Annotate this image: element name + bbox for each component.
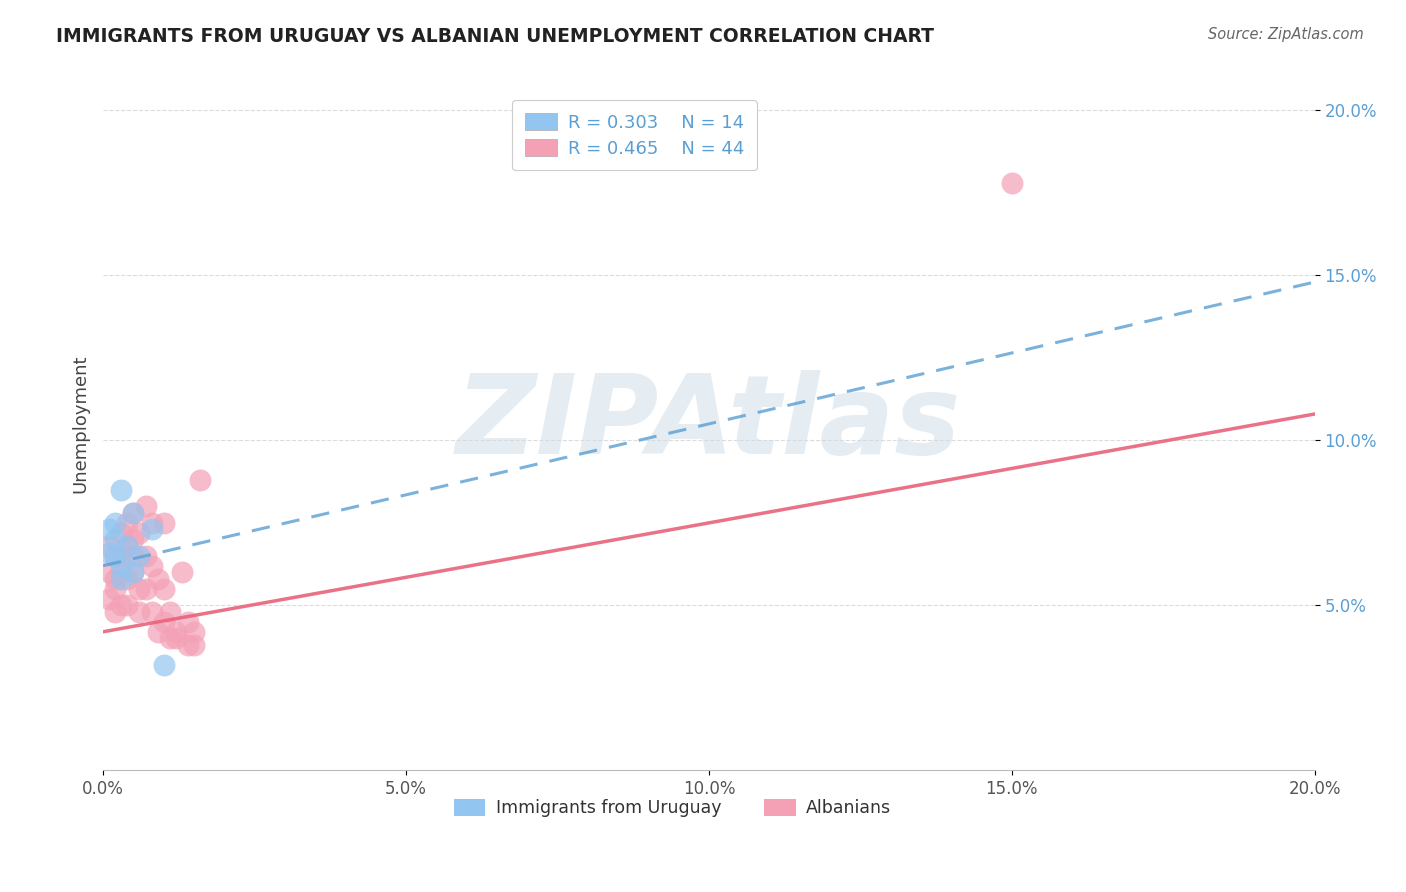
Point: [177, 638, 200, 652]
Point: [117, 572, 139, 586]
Point: [135, 582, 157, 596]
Point: [110, 483, 132, 497]
Point: [122, 566, 145, 580]
Point: [128, 549, 150, 563]
Point: [110, 599, 132, 613]
Point: [104, 582, 127, 596]
Point: [165, 624, 187, 639]
Point: [152, 516, 174, 530]
Point: [98, 545, 121, 559]
Legend: Immigrants from Uruguay, Albanians: Immigrants from Uruguay, Albanians: [447, 792, 898, 824]
Point: [117, 599, 139, 613]
Point: [122, 506, 145, 520]
Point: [117, 516, 139, 530]
Y-axis label: Unemployment: Unemployment: [72, 355, 89, 493]
Point: [1001, 176, 1024, 190]
Point: [146, 624, 169, 639]
Point: [104, 549, 127, 563]
Point: [104, 549, 127, 563]
Point: [141, 523, 163, 537]
Text: Source: ZipAtlas.com: Source: ZipAtlas.com: [1208, 27, 1364, 42]
Point: [183, 624, 205, 639]
Point: [98, 566, 121, 580]
Point: [98, 539, 121, 553]
Point: [117, 539, 139, 553]
Point: [104, 533, 127, 547]
Point: [128, 605, 150, 619]
Point: [104, 516, 127, 530]
Point: [152, 582, 174, 596]
Point: [104, 605, 127, 619]
Text: ZIPAtlas: ZIPAtlas: [456, 370, 962, 477]
Point: [183, 638, 205, 652]
Point: [110, 566, 132, 580]
Point: [188, 473, 211, 487]
Point: [141, 558, 163, 573]
Point: [152, 615, 174, 629]
Point: [170, 566, 193, 580]
Point: [165, 632, 187, 646]
Point: [122, 549, 145, 563]
Point: [98, 591, 121, 606]
Point: [177, 615, 200, 629]
Point: [98, 523, 121, 537]
Point: [128, 525, 150, 540]
Point: [122, 566, 145, 580]
Point: [104, 572, 127, 586]
Point: [141, 516, 163, 530]
Point: [146, 572, 169, 586]
Point: [122, 506, 145, 520]
Point: [110, 549, 132, 563]
Point: [128, 582, 150, 596]
Point: [110, 572, 132, 586]
Point: [159, 605, 181, 619]
Point: [110, 558, 132, 573]
Point: [110, 525, 132, 540]
Text: IMMIGRANTS FROM URUGUAY VS ALBANIAN UNEMPLOYMENT CORRELATION CHART: IMMIGRANTS FROM URUGUAY VS ALBANIAN UNEM…: [56, 27, 934, 45]
Point: [122, 533, 145, 547]
Point: [117, 539, 139, 553]
Point: [152, 657, 174, 672]
Point: [135, 549, 157, 563]
Point: [141, 605, 163, 619]
Point: [135, 500, 157, 514]
Point: [159, 632, 181, 646]
